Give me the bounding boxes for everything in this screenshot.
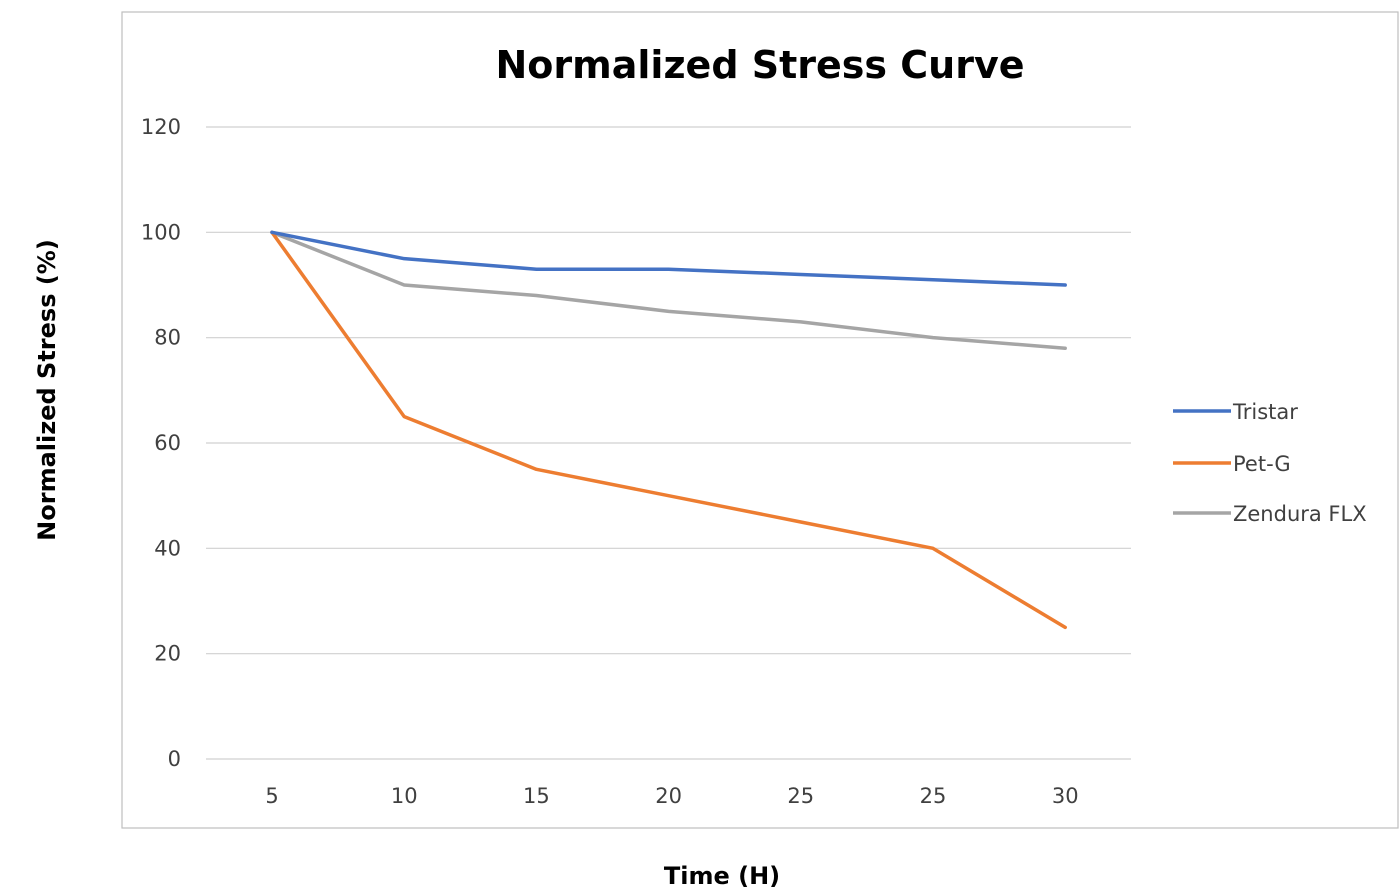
y-axis-label: Normalized Stress (%) <box>33 239 61 541</box>
y-axis-ticks: 0 20 40 60 80 100 120 <box>141 115 181 771</box>
y-tick-label: 60 <box>154 431 181 455</box>
x-tick-label: 10 <box>391 784 418 808</box>
series-line-tristar <box>270 230 1067 287</box>
legend-label: Tristar <box>1232 400 1298 424</box>
y-tick-label: 20 <box>154 642 181 666</box>
y-tick-label: 0 <box>168 747 181 771</box>
x-tick-label: 15 <box>523 784 550 808</box>
series-line-pet-g <box>270 230 1067 630</box>
legend-label: Zendura FLX <box>1233 502 1367 526</box>
y-tick-label: 40 <box>154 536 181 560</box>
legend-label: Pet-G <box>1233 452 1291 476</box>
y-tick-label: 80 <box>154 326 181 350</box>
series-line-zendura-flx <box>270 230 1067 350</box>
y-tick-label: 100 <box>141 220 181 244</box>
x-tick-label: 25 <box>920 784 947 808</box>
legend: Tristar Pet-G Zendura FLX <box>1173 400 1367 526</box>
x-tick-label: 5 <box>265 784 278 808</box>
x-axis-ticks: 5 10 15 20 25 25 30 <box>265 784 1078 808</box>
chart-area-border <box>121 11 1399 829</box>
y-tick-label: 120 <box>141 115 181 139</box>
gridlines <box>206 126 1131 760</box>
x-tick-label: 25 <box>787 784 814 808</box>
x-tick-label: 30 <box>1052 784 1079 808</box>
x-tick-label: 20 <box>655 784 682 808</box>
chart-title: Normalized Stress Curve <box>496 43 1025 87</box>
series-lines <box>270 230 1067 630</box>
x-axis-label: Time (H) <box>664 862 780 889</box>
